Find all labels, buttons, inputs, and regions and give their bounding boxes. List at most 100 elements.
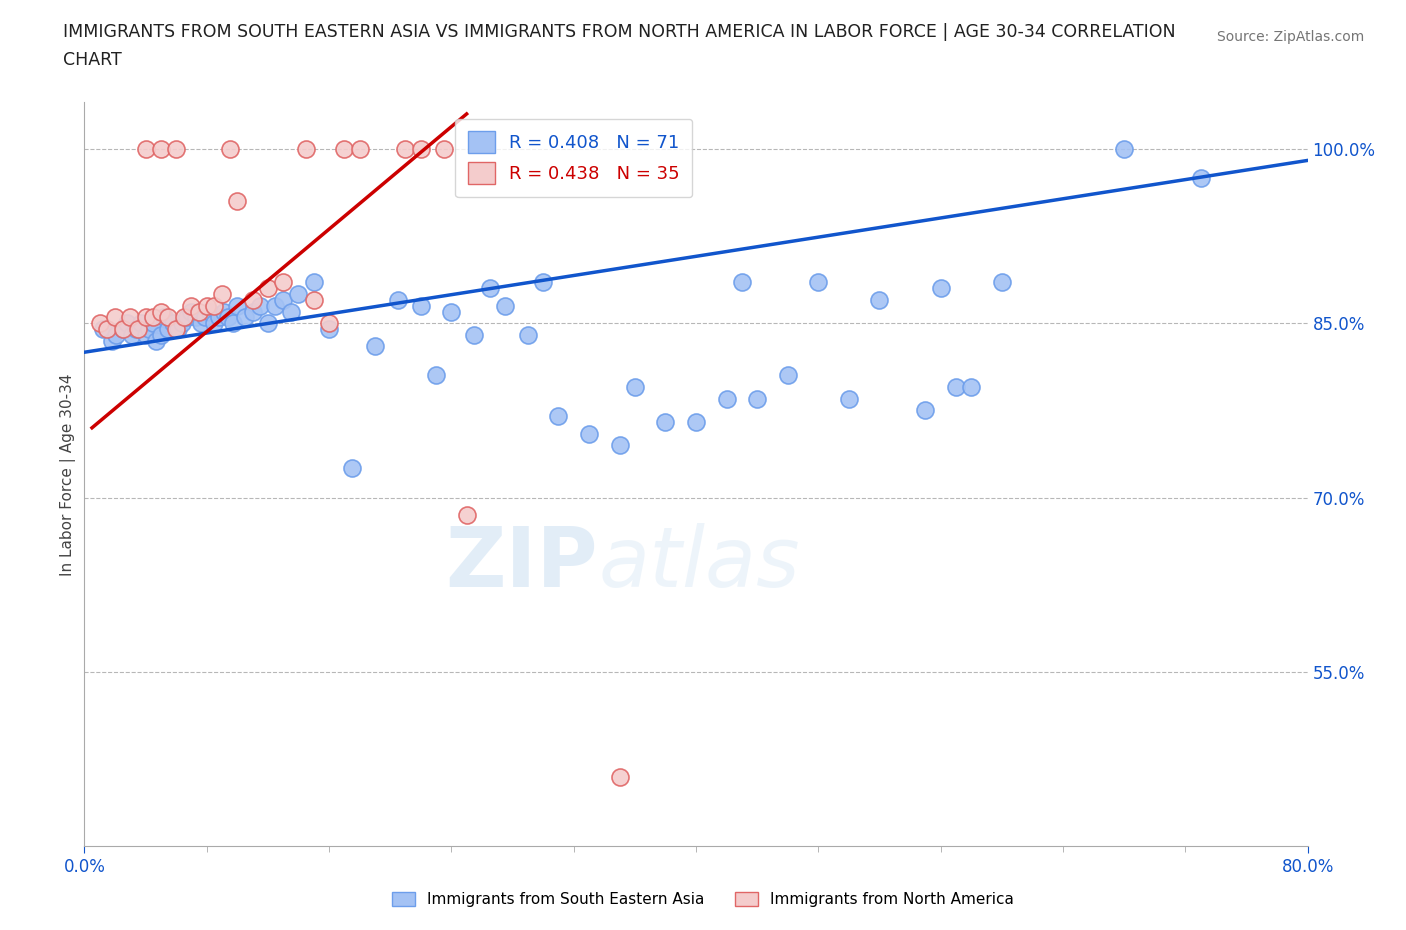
Point [249, 299, 271, 313]
Point [101, 333, 124, 348]
Point [226, 193, 249, 208]
Point [609, 438, 631, 453]
Point [387, 292, 409, 307]
Point [318, 322, 340, 337]
Point [685, 415, 707, 430]
Point [945, 379, 967, 394]
Point [233, 310, 256, 325]
Point [142, 315, 165, 330]
Point [127, 322, 149, 337]
Point [869, 292, 891, 307]
Point [433, 141, 456, 156]
Point [165, 322, 187, 337]
Point [211, 286, 233, 301]
Point [287, 286, 309, 301]
Legend: R = 0.408   N = 71, R = 0.438   N = 35: R = 0.408 N = 71, R = 0.438 N = 35 [456, 119, 692, 197]
Point [838, 392, 860, 406]
Text: atlas: atlas [598, 523, 800, 604]
Point [547, 409, 569, 424]
Point [104, 310, 127, 325]
Point [218, 141, 240, 156]
Point [264, 299, 287, 313]
Point [105, 327, 128, 342]
Point [135, 141, 157, 156]
Point [166, 322, 188, 337]
Point [120, 310, 142, 325]
Point [716, 392, 738, 406]
Point [173, 310, 195, 325]
Point [776, 368, 799, 383]
Point [349, 141, 371, 156]
Point [121, 327, 143, 342]
Point [280, 304, 302, 319]
Point [257, 281, 280, 296]
Point [929, 281, 952, 296]
Point [1189, 170, 1212, 185]
Point [149, 141, 172, 156]
Point [184, 310, 207, 325]
Point [302, 275, 325, 290]
Point [129, 315, 152, 330]
Point [463, 327, 485, 342]
Text: IMMIGRANTS FROM SOUTH EASTERN ASIA VS IMMIGRANTS FROM NORTH AMERICA IN LABOR FOR: IMMIGRANTS FROM SOUTH EASTERN ASIA VS IM… [63, 23, 1175, 41]
Point [176, 310, 198, 325]
Point [1114, 141, 1136, 156]
Point [516, 327, 538, 342]
Point [731, 275, 754, 290]
Point [409, 141, 432, 156]
Point [195, 299, 218, 313]
Point [217, 310, 239, 325]
Point [425, 368, 447, 383]
Point [364, 339, 387, 353]
Point [747, 392, 769, 406]
Point [188, 304, 211, 319]
Point [302, 292, 325, 307]
Point [135, 310, 157, 325]
Point [202, 315, 225, 330]
Point [202, 299, 225, 313]
Point [153, 310, 176, 325]
Point [333, 141, 356, 156]
Point [149, 327, 172, 342]
Point [172, 315, 194, 330]
Text: ZIP: ZIP [446, 523, 598, 604]
Point [180, 304, 202, 319]
Point [111, 322, 134, 337]
Point [991, 275, 1014, 290]
Point [96, 322, 118, 337]
Point [162, 315, 184, 330]
Point [271, 275, 294, 290]
Point [578, 426, 600, 441]
Point [456, 508, 478, 523]
Text: CHART: CHART [63, 51, 122, 69]
Point [157, 322, 180, 337]
Point [165, 141, 187, 156]
Point [494, 299, 516, 313]
Point [125, 322, 148, 337]
Point [208, 310, 231, 325]
Point [478, 281, 501, 296]
Point [226, 299, 249, 313]
Point [190, 315, 212, 330]
Y-axis label: In Labor Force | Age 30-34: In Labor Force | Age 30-34 [60, 373, 76, 576]
Point [242, 304, 264, 319]
Point [194, 310, 217, 325]
Point [654, 415, 676, 430]
Point [914, 403, 936, 418]
Point [271, 292, 294, 307]
Point [180, 299, 202, 313]
Point [242, 292, 264, 307]
Point [145, 333, 167, 348]
Text: Source: ZipAtlas.com: Source: ZipAtlas.com [1216, 30, 1364, 44]
Point [624, 379, 647, 394]
Point [157, 310, 180, 325]
Point [138, 322, 160, 337]
Point [91, 322, 114, 337]
Point [609, 769, 631, 784]
Point [807, 275, 830, 290]
Point [960, 379, 983, 394]
Point [115, 315, 138, 330]
Point [394, 141, 416, 156]
Point [135, 327, 157, 342]
Point [531, 275, 554, 290]
